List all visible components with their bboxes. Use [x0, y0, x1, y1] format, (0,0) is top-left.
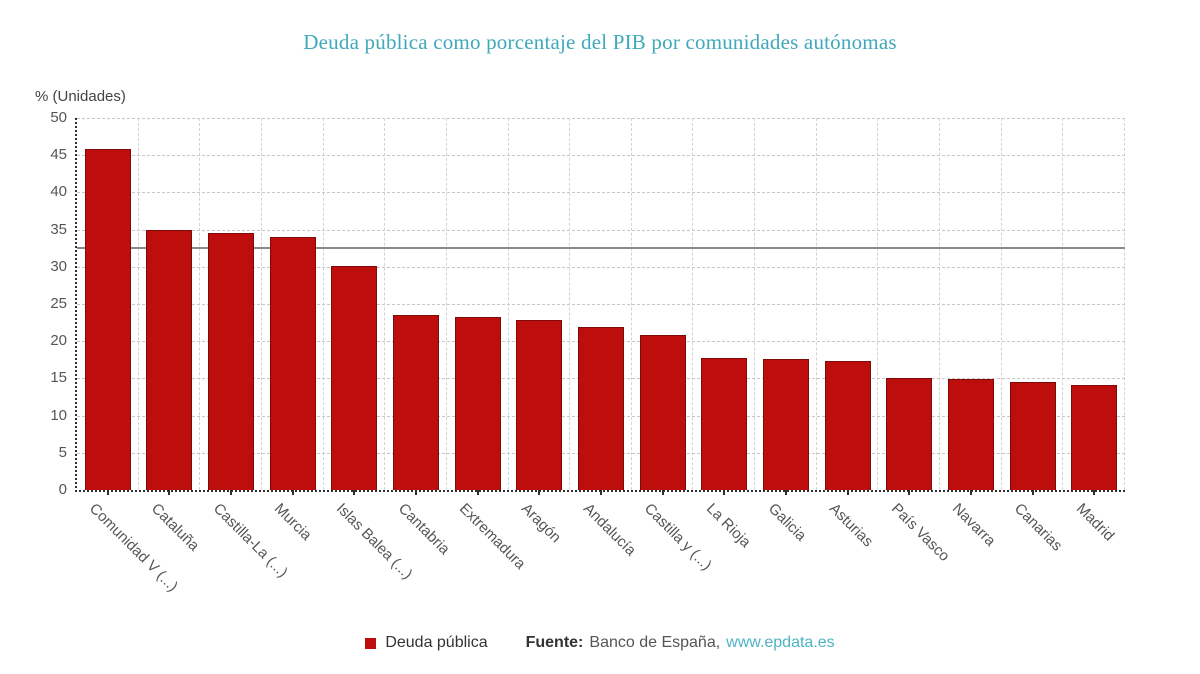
vertical-gridline: [137, 118, 139, 490]
chart-title: Deuda pública como porcentaje del PIB po…: [303, 30, 897, 54]
bar-Galicia: [762, 359, 809, 490]
y-tick-label: 40: [50, 183, 67, 201]
x-category-label: La Rioja: [702, 500, 754, 551]
bar-Comunidad V (...): [84, 149, 131, 490]
vertical-gridline: [1062, 118, 1064, 490]
horizontal-gridline: [77, 118, 1125, 119]
x-axis-tick: [908, 490, 911, 495]
x-category-label: Aragón: [517, 500, 565, 547]
x-category-label: Canarias: [1011, 500, 1066, 555]
x-axis-tick: [846, 490, 849, 495]
vertical-gridline: [384, 118, 386, 490]
vertical-gridline: [507, 118, 509, 490]
x-category-label: Navarra: [949, 500, 1000, 550]
bar-Asturias: [824, 360, 871, 490]
vertical-gridline: [939, 118, 941, 490]
bar-Islas Balea (...): [331, 266, 378, 490]
vertical-gridline: [260, 118, 262, 490]
x-axis-tick: [415, 490, 418, 495]
x-category-label: Andalucía: [579, 500, 639, 560]
source-label: Fuente:: [525, 634, 584, 651]
bar-Madrid: [1071, 385, 1118, 490]
bar-Castilla-La (...): [208, 233, 255, 490]
y-tick-label: 25: [50, 295, 67, 312]
x-axis-tick: [784, 490, 787, 495]
y-tick-label: 5: [58, 443, 67, 461]
bar-Castilla y (...): [639, 335, 686, 490]
epdata-link[interactable]: www.epdata.es: [726, 634, 835, 651]
y-tick-label: 30: [50, 257, 67, 275]
vertical-gridline: [445, 118, 447, 490]
x-axis-tick: [168, 490, 171, 495]
x-category-label: País Vasco: [887, 500, 953, 565]
horizontal-gridline: [77, 192, 1125, 194]
vertical-gridline: [322, 118, 324, 490]
y-tick-label: 35: [50, 220, 67, 238]
bar-Cantabria: [393, 315, 440, 490]
x-category-label: Cataluña: [148, 500, 203, 555]
legend-label: Deuda pública: [385, 634, 488, 651]
y-tick-label: 0: [58, 481, 67, 498]
vertical-gridline: [630, 118, 632, 490]
bar-Andalucía: [578, 327, 624, 490]
plot-area: [75, 118, 1125, 495]
bar-Canarias: [1009, 382, 1056, 490]
y-tick-label: 15: [50, 369, 67, 387]
x-axis-tick: [969, 490, 972, 495]
bar-Cataluña: [146, 229, 193, 490]
horizontal-gridline: [77, 304, 1125, 305]
vertical-gridline: [815, 118, 817, 490]
x-category-label: Cantabria: [394, 500, 453, 559]
legend-swatch-icon: [365, 637, 377, 649]
vertical-gridline: [877, 118, 879, 490]
vertical-gridline: [1000, 118, 1002, 490]
vertical-gridline: [199, 118, 201, 490]
x-axis-tick: [600, 490, 602, 495]
y-tick-label: 10: [50, 406, 67, 424]
x-category-label: Murcia: [271, 500, 316, 544]
x-axis-tick: [106, 490, 109, 495]
x-axis-tick: [476, 490, 479, 495]
horizontal-gridline: [77, 266, 1125, 268]
horizontal-gridline: [77, 229, 1125, 231]
x-category-label: Madrid: [1072, 500, 1118, 545]
x-axis-tick: [1093, 490, 1096, 495]
y-tick-label: 20: [50, 332, 67, 350]
x-axis-tick: [1031, 490, 1034, 495]
y-axis-unit-label: % (Unidades): [35, 88, 126, 105]
bar-Extremadura: [454, 317, 501, 490]
x-axis-tick: [291, 490, 294, 495]
bar-Murcia: [269, 237, 316, 490]
legend-item-deuda-publica: Deuda pública: [365, 634, 488, 652]
x-axis-tick: [538, 490, 541, 495]
footer: Deuda pública Fuente: Banco de España, w…: [0, 630, 1200, 656]
vertical-gridline: [692, 118, 694, 490]
y-tick-label: 45: [50, 146, 67, 164]
x-category-label: Asturias: [826, 500, 877, 551]
bar-País Vasco: [886, 377, 933, 490]
source-attribution: Fuente: Banco de España, www.epdata.es: [526, 634, 835, 652]
x-category-label: Galicia: [764, 500, 809, 545]
x-axis-tick: [353, 490, 356, 495]
vertical-gridline: [1124, 118, 1125, 490]
x-axis-tick: [661, 490, 664, 495]
reference-line: [77, 247, 1125, 250]
vertical-gridline: [754, 118, 756, 490]
bar-Navarra: [947, 379, 994, 490]
bar-La Rioja: [701, 357, 748, 490]
horizontal-gridline: [77, 155, 1125, 157]
y-tick-label: 50: [50, 109, 67, 126]
bar-Aragón: [516, 319, 563, 490]
vertical-gridline: [569, 118, 571, 490]
source-text: Banco de España,: [589, 634, 721, 651]
x-axis-tick: [723, 490, 726, 495]
x-axis-tick: [230, 490, 233, 495]
